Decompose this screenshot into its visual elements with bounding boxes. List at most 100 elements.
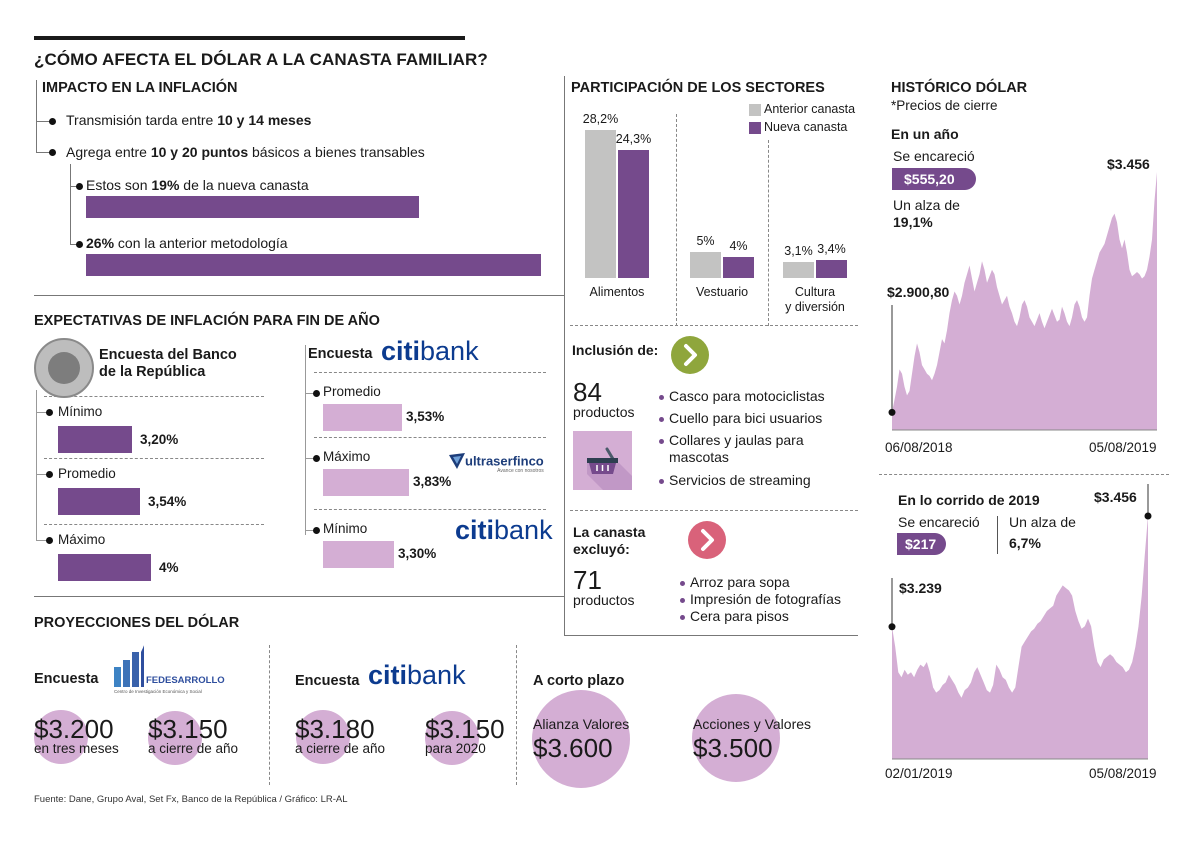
br-row-label: Mínimo [58, 404, 103, 419]
bullet-dot [76, 241, 83, 248]
text-bold: 10 y 14 meses [217, 112, 312, 128]
text-bold: 10 y 20 puntos [150, 144, 249, 160]
bullet-icon [680, 597, 685, 603]
sub-tree-line [70, 164, 71, 244]
text: de la nueva canasta [179, 177, 309, 193]
sector-bar-label: 4% [729, 239, 748, 253]
value-bubble [692, 694, 780, 782]
fedesarrollo-bars-icon [114, 645, 144, 687]
year-x-end: 05/08/2019 [1089, 440, 1157, 455]
exclusion-heading: La canasta excluyó: [573, 524, 645, 558]
text: ultraserfinco [465, 453, 544, 469]
item-text: Arroz para sopa [690, 574, 790, 590]
text: FEDESARROLLO [146, 675, 225, 686]
text: Avance con nosotros [497, 468, 544, 474]
dollar-ytd-area-chart [888, 484, 1152, 760]
include-arrow-icon [671, 336, 709, 374]
list-item: Impresión de fotografías [680, 591, 870, 608]
bullet-icon [659, 416, 664, 422]
row-divider [44, 458, 264, 459]
impacto-line-1: Transmisión tarda entre 10 y 14 meses [66, 112, 311, 128]
text: citi [455, 515, 495, 545]
tree-branch [70, 244, 78, 245]
impacto-tree-line [36, 80, 37, 152]
row-divider [314, 437, 546, 438]
bullet-dot [313, 390, 320, 397]
exclusion-count-label: productos [573, 592, 635, 608]
ytd-encarecio-label: Se encareció [898, 514, 980, 530]
br-bar-value: 4% [159, 560, 179, 575]
citi-bar-value: 3,83% [413, 474, 452, 489]
text: con la anterior metodología [114, 235, 288, 251]
bullet-dot [46, 537, 53, 544]
citibank-logo-small: citibank [455, 515, 553, 546]
bullet-dot [46, 471, 53, 478]
citi-bar [323, 541, 394, 568]
text: bank [494, 515, 553, 545]
exclude-arrow-icon [688, 521, 726, 559]
year-encarecio-pill: $555,20 [892, 168, 976, 190]
text: Centro de Investigación Económica y Soci… [114, 689, 202, 694]
citi-bar [323, 404, 402, 431]
sector-bar-label: 5% [696, 233, 715, 248]
value-bubble [296, 710, 350, 764]
ytd-alza-value: 6,7% [1009, 535, 1041, 551]
participacion-heading: PARTICIPACIÓN DE LOS SECTORES [571, 80, 825, 96]
bar-nueva-canasta [86, 196, 419, 218]
ultraserfinco-logo: ultraserfinco Avance con nosotros [449, 452, 544, 474]
br-bar [58, 426, 132, 453]
value-bubble [532, 690, 630, 788]
sector-bar-label: 3,4% [817, 242, 846, 257]
impacto-sub-1: Estos son 19% de la nueva canasta [86, 177, 309, 193]
impacto-sub-2: 26% con la anterior metodología [86, 235, 288, 251]
bar-anterior-metodologia [86, 254, 541, 276]
year-heading: En un año [891, 126, 959, 142]
text: Transmisión tarda entre [66, 112, 218, 128]
br-bar [58, 554, 151, 581]
value-bubble [34, 710, 88, 764]
tree-branch [305, 458, 315, 459]
row-divider [44, 396, 264, 397]
item-text: Cuello para bici usuarios [669, 410, 823, 426]
tree-branch [36, 540, 48, 541]
bullet-dot [313, 527, 320, 534]
text: Estos son [86, 177, 152, 193]
br-tree-line [36, 390, 37, 540]
sector-category-label: Vestuario [695, 285, 749, 299]
panel-border-bottom [564, 635, 858, 636]
year-start-value: $2.900,80 [887, 284, 950, 300]
bullet-dot [76, 183, 83, 190]
fede-value-1: $3.200 [34, 714, 114, 744]
text: Encuesta del Banco [99, 347, 237, 363]
section-divider [570, 325, 858, 326]
proyecciones-heading: PROYECCIONES DEL DÓLAR [34, 615, 240, 631]
citibank-logo-proj: citibank [368, 660, 466, 691]
section-divider [269, 645, 270, 785]
value-bubble [148, 711, 202, 765]
sector-bar-label: 24,3% [615, 132, 652, 147]
page-title: ¿CÓMO AFECTA EL DÓLAR A LA CANASTA FAMIL… [34, 50, 488, 69]
citi-row-label: Máximo [323, 449, 371, 464]
citibank-logo: citibank [381, 336, 479, 367]
historico-subheading: *Precios de cierre [891, 98, 998, 113]
ytd-heading: En lo corrido de 2019 [898, 492, 1040, 508]
bullet-icon [659, 478, 664, 484]
item-text: Collares y jaulas para mascotas [669, 432, 804, 465]
br-row-label: Máximo [58, 532, 106, 547]
item-text: Casco para motociclistas [669, 388, 825, 404]
list-item: Collares y jaulas para mascotas [659, 432, 859, 466]
ytd-x-start: 02/01/2019 [885, 766, 953, 781]
tree-branch [36, 474, 48, 475]
year-end-value: $3.456 [1107, 156, 1150, 172]
text: básicos a bienes transables [248, 144, 425, 160]
year-x-start: 06/08/2018 [885, 440, 953, 455]
sector-category-label: Alimentos [589, 285, 645, 299]
ytd-start-value: $3.239 [899, 580, 942, 596]
citi-row-label: Promedio [323, 384, 381, 399]
fedesarrollo-prefix: Encuesta [34, 671, 99, 687]
fedesarrollo-logo: FEDESARROLLO Centro de Investigación Eco… [112, 642, 232, 697]
fede-label-2: a cierre de año [148, 741, 239, 756]
sector-bar [618, 150, 649, 278]
text: bank [407, 660, 466, 690]
text: Agrega entre [66, 144, 151, 160]
